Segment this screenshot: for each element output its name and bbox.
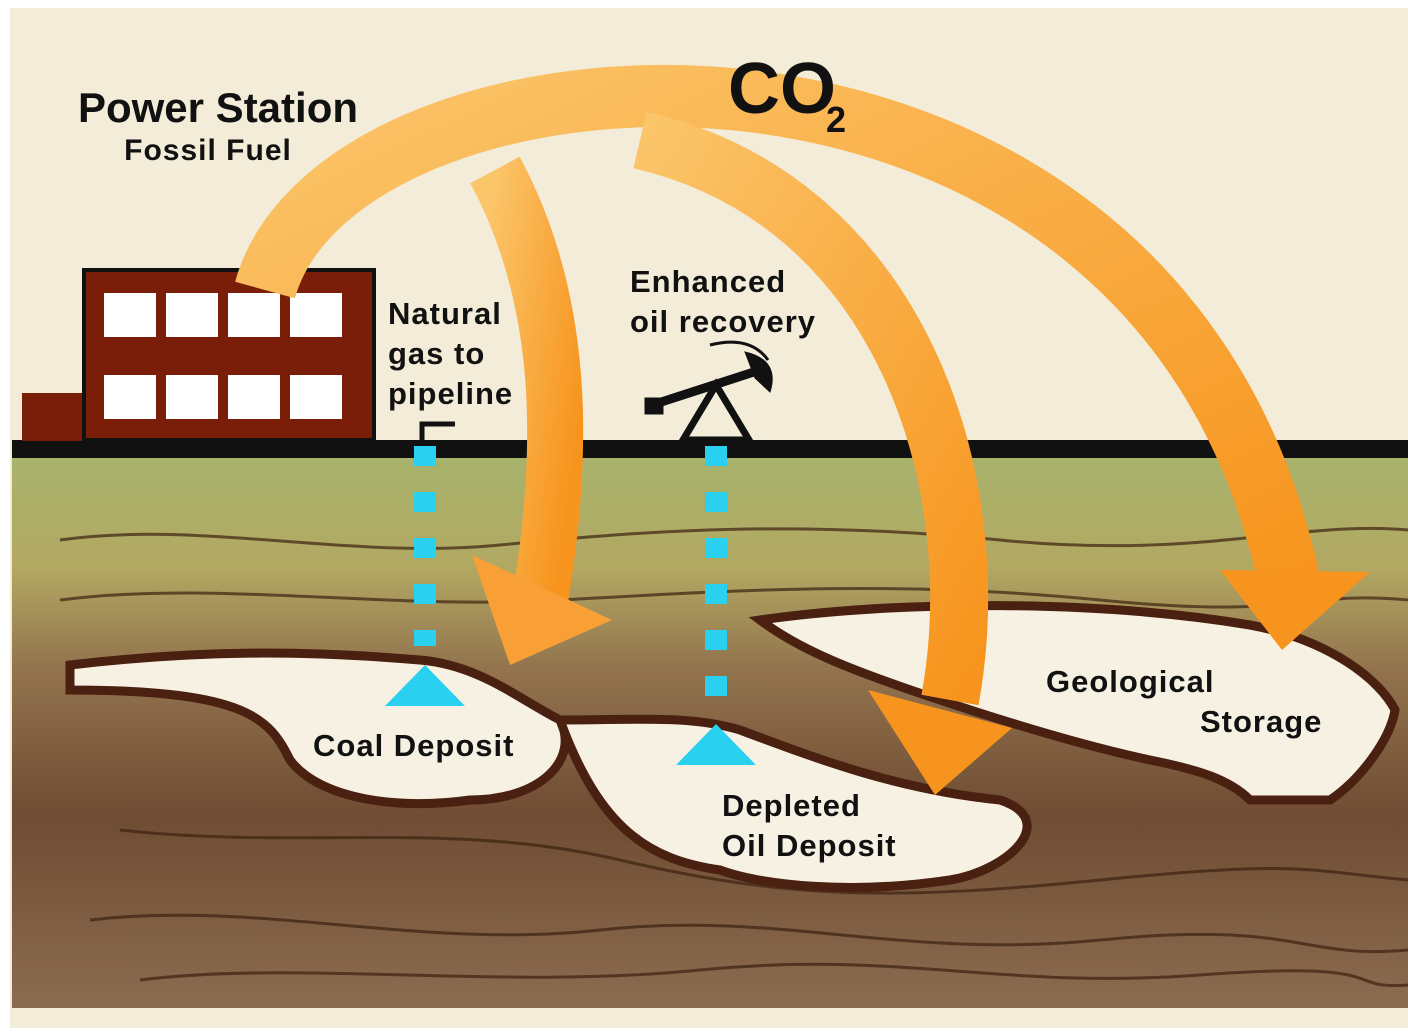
annex — [22, 393, 84, 441]
gas-formula: CO — [728, 49, 836, 129]
label: oil recovery — [630, 304, 816, 339]
title: Power Station — [78, 84, 358, 131]
label: pipeline — [388, 376, 513, 411]
diagram: Power Station Fossil Fuel CO 2 Natural g… — [0, 0, 1408, 1036]
label: Natural — [388, 296, 502, 331]
label: Oil Deposit — [722, 828, 897, 863]
label: Coal Deposit — [313, 728, 514, 763]
label: Depleted — [722, 788, 861, 823]
label: gas to — [388, 336, 485, 371]
label: Enhanced — [630, 264, 786, 299]
gas-subscript: 2 — [826, 99, 846, 140]
label: Storage — [1200, 704, 1322, 739]
subtitle: Fossil Fuel — [124, 134, 292, 167]
label: Geological — [1046, 664, 1214, 699]
